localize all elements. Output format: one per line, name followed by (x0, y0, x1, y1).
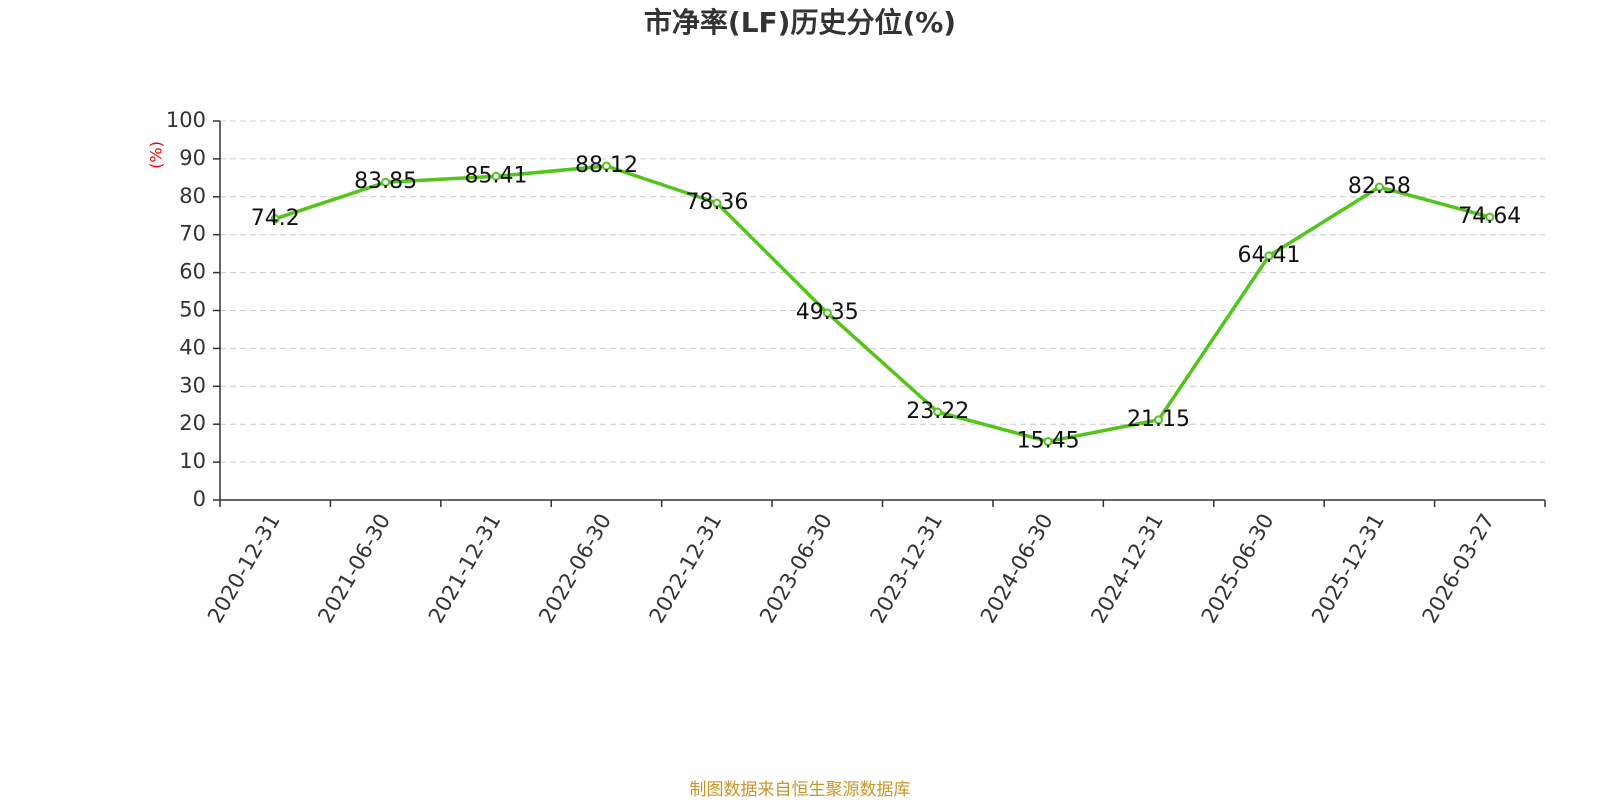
y-tick-label: 90 (179, 146, 206, 170)
data-label: 78.36 (685, 190, 748, 215)
x-tick-label: 2024-06-30 (976, 510, 1058, 628)
point (1485, 212, 1495, 222)
point (712, 198, 722, 208)
x-tick-label: 2025-06-30 (1197, 510, 1279, 628)
data-label: 82.58 (1348, 174, 1411, 199)
point (1154, 415, 1164, 425)
y-tick-label: 10 (179, 449, 206, 473)
data-label: 74.64 (1458, 204, 1521, 229)
data-label: 88.12 (575, 153, 638, 178)
data-label: 49.35 (796, 300, 859, 325)
x-tick-label: 2022-06-30 (534, 510, 616, 628)
x-tick-label: 2025-12-31 (1307, 510, 1389, 628)
y-tick-label: 50 (179, 298, 206, 322)
data-label: 15.45 (1017, 428, 1080, 453)
chart-title: 市净率(LF)历史分位(%) (644, 6, 956, 39)
y-axis-label: (%) (147, 141, 166, 169)
y-tick-label: 80 (179, 184, 206, 208)
point (933, 407, 943, 417)
x-tick-label: 2024-12-31 (1086, 510, 1168, 628)
x-tick-label: 2020-12-31 (203, 510, 285, 628)
data-label: 23.22 (906, 399, 969, 424)
y-tick-label: 30 (179, 373, 206, 397)
line (274, 164, 1491, 444)
y-tick-label: 40 (179, 335, 206, 359)
x-tick-label: 2021-06-30 (313, 510, 395, 628)
point (822, 308, 832, 318)
point (491, 171, 501, 181)
y-tick-label: 100 (166, 108, 206, 132)
data-label: 64.41 (1237, 243, 1300, 268)
x-tick-label: 2021-12-31 (424, 509, 506, 627)
point (381, 177, 391, 187)
x-tick-label: 2026-03-27 (1418, 510, 1500, 628)
x-tick-label: 2023-12-31 (865, 509, 947, 627)
point (601, 161, 611, 171)
point (270, 214, 280, 224)
y-tick-label: 0 (193, 487, 206, 511)
y-tick-label: 70 (179, 222, 206, 246)
data-label: 74.2 (251, 206, 300, 231)
data-label: 85.41 (465, 163, 528, 188)
x-tick-label: 2022-12-31 (645, 510, 727, 628)
y-tick-label: 60 (179, 260, 206, 284)
data-label: 83.85 (354, 169, 417, 194)
data-label: 21.15 (1127, 407, 1190, 432)
point (1374, 182, 1384, 192)
x-tick-label: 2023-06-30 (755, 510, 837, 628)
source-note: 制图数据来自恒生聚源数据库 (690, 780, 911, 800)
point (1264, 251, 1274, 261)
point (1043, 436, 1053, 446)
y-tick-label: 20 (179, 411, 206, 435)
